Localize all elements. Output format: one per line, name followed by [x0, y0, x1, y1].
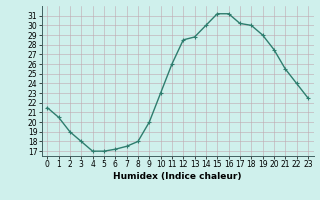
X-axis label: Humidex (Indice chaleur): Humidex (Indice chaleur)	[113, 172, 242, 181]
